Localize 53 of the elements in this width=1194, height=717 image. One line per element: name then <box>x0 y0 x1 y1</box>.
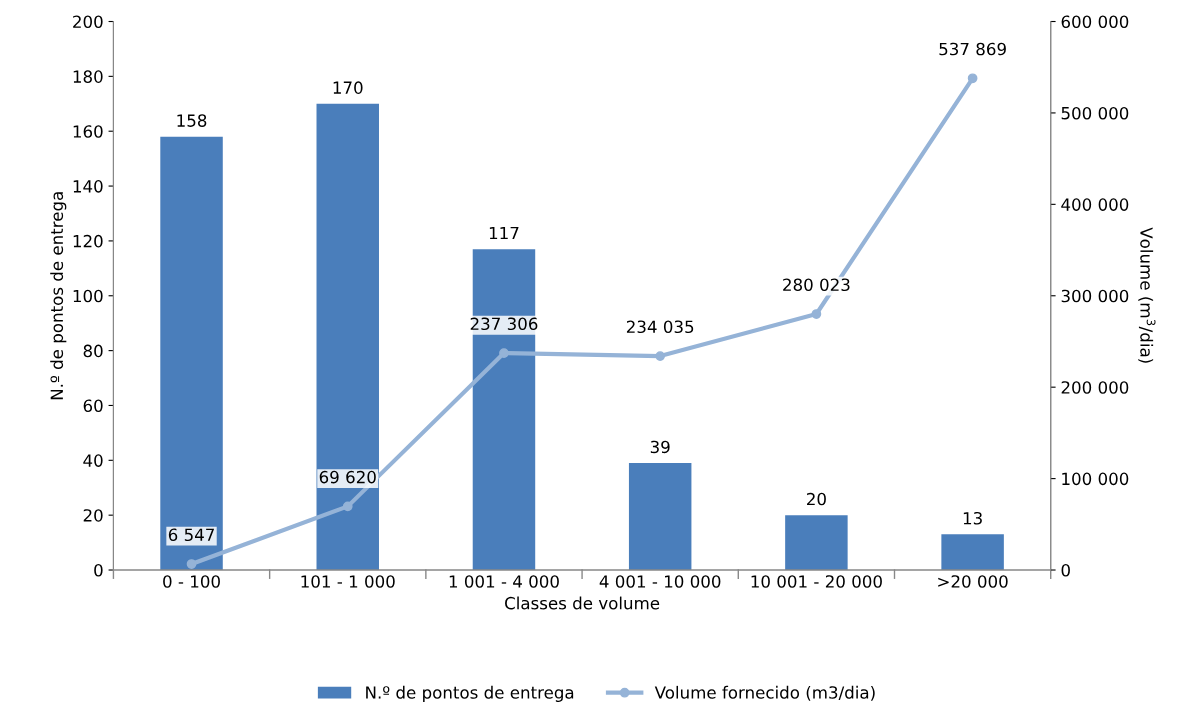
bar <box>941 534 1004 571</box>
y2-tick-label: 400 000 <box>1061 198 1129 211</box>
y-tick-label: 120 <box>73 234 103 248</box>
bar <box>160 136 223 571</box>
point <box>967 73 978 84</box>
x-tick-label: 1 001 - 4 000 <box>449 575 559 588</box>
point <box>342 501 353 512</box>
y-tick-label: 0 <box>94 563 103 577</box>
x-tick-label: 0 - 100 <box>163 575 220 588</box>
point <box>655 351 666 361</box>
x-tick-label: 4 001 - 10 000 <box>599 575 721 588</box>
y-tick-label: 160 <box>73 125 103 138</box>
y-tick-label: 20 <box>83 509 103 522</box>
y2-tick-label: 300 000 <box>1061 289 1129 303</box>
data-label: 170 <box>333 81 363 94</box>
y2-tick-label: 200 000 <box>1061 381 1129 394</box>
y-tick-label: 80 <box>83 344 103 358</box>
data-label: 20 <box>807 492 826 506</box>
y-tick-label: 140 <box>73 180 103 193</box>
y-tick-label: 40 <box>83 454 103 467</box>
data-label: 6 547 <box>168 528 214 542</box>
x-axis-title: Classes de volume <box>505 596 660 610</box>
legend-label: Volume fornecido (m3/dia) <box>654 685 875 701</box>
bar <box>785 515 848 571</box>
x-tick-label: 10 001 - 20 000 <box>751 575 882 588</box>
x-tick-label: >20 000 <box>938 575 1008 588</box>
y2-tick-label: 600 000 <box>1061 15 1129 29</box>
y-tick-label: 200 <box>73 15 103 29</box>
bar <box>472 249 536 571</box>
y-axis-title: N.º de pontos de entrega <box>50 192 67 400</box>
data-label: 280 023 <box>783 278 850 292</box>
y-tick-label: 60 <box>83 399 103 413</box>
y2-tick-label: 0 <box>1061 563 1070 577</box>
data-label: 537 869 <box>939 42 1006 56</box>
y2-tick-label: 500 000 <box>1061 106 1129 120</box>
data-label: 237 306 <box>470 317 538 331</box>
y2-tick-label: 100 000 <box>1062 472 1129 486</box>
x-tick-label: 101 - 1 000 <box>301 575 395 588</box>
y-tick-label: 100 <box>73 289 103 303</box>
bar <box>628 463 692 571</box>
y-tick-label: 180 <box>73 70 103 83</box>
point <box>811 309 822 319</box>
data-label: 13 <box>963 511 982 525</box>
data-label: 234 035 <box>626 320 694 334</box>
point <box>499 348 509 358</box>
data-label: 158 <box>177 114 207 127</box>
data-label: 117 <box>489 226 519 240</box>
bar <box>316 103 379 571</box>
legend-label: N.º de pontos de entrega <box>366 685 574 702</box>
data-label: 69 620 <box>319 470 376 484</box>
y2-axis-title: Volume (m$^{3}$/dia) <box>1138 227 1156 363</box>
point <box>186 559 197 569</box>
data-label: 39 <box>650 440 670 454</box>
